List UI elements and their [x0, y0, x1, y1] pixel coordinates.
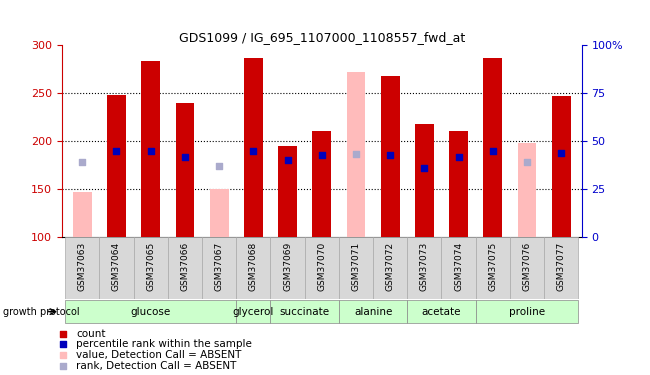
Point — [146, 148, 156, 154]
Bar — [236, 300, 270, 323]
Text: succinate: succinate — [280, 307, 330, 316]
Text: value, Detection Call = ABSENT: value, Detection Call = ABSENT — [76, 350, 242, 360]
Text: GSM37067: GSM37067 — [214, 242, 224, 291]
Bar — [176, 103, 194, 237]
Bar — [373, 237, 408, 299]
Point — [111, 148, 122, 154]
Bar — [484, 58, 502, 237]
Bar — [236, 237, 270, 299]
Text: GSM37074: GSM37074 — [454, 242, 463, 291]
Point — [522, 159, 532, 165]
Bar — [476, 237, 510, 299]
Bar — [65, 237, 99, 299]
Bar — [305, 237, 339, 299]
Bar — [270, 300, 339, 323]
Text: GSM37068: GSM37068 — [249, 242, 258, 291]
Text: GSM37065: GSM37065 — [146, 242, 155, 291]
Text: count: count — [76, 328, 106, 339]
Text: GSM37069: GSM37069 — [283, 242, 292, 291]
Text: GSM37072: GSM37072 — [385, 242, 395, 291]
Point — [385, 152, 395, 158]
Text: alanine: alanine — [354, 307, 392, 316]
Text: percentile rank within the sample: percentile rank within the sample — [76, 339, 252, 349]
Bar — [408, 300, 476, 323]
Bar — [552, 96, 571, 237]
Text: GSM37073: GSM37073 — [420, 242, 429, 291]
Bar — [99, 237, 134, 299]
Bar — [210, 189, 229, 237]
Text: GSM37066: GSM37066 — [181, 242, 189, 291]
Bar — [415, 124, 434, 237]
Text: GSM37071: GSM37071 — [352, 242, 361, 291]
Bar — [107, 95, 126, 237]
Bar — [313, 131, 331, 237]
Bar — [510, 237, 544, 299]
Bar — [73, 192, 92, 237]
Text: GSM37076: GSM37076 — [523, 242, 532, 291]
Bar — [244, 58, 263, 237]
Point — [282, 157, 293, 163]
Bar — [449, 131, 468, 237]
Bar — [134, 237, 168, 299]
Point — [351, 152, 361, 157]
Point — [77, 159, 88, 165]
Point — [454, 154, 464, 160]
Bar — [339, 300, 408, 323]
Point — [419, 165, 430, 171]
Bar — [168, 237, 202, 299]
Bar — [141, 62, 160, 237]
Text: GSM37064: GSM37064 — [112, 242, 121, 291]
Text: proline: proline — [509, 307, 545, 316]
Point — [58, 341, 68, 347]
Title: GDS1099 / IG_695_1107000_1108557_fwd_at: GDS1099 / IG_695_1107000_1108557_fwd_at — [179, 31, 465, 44]
Bar — [202, 237, 236, 299]
Point — [58, 363, 68, 369]
Text: acetate: acetate — [422, 307, 462, 316]
Text: growth protocol: growth protocol — [3, 307, 80, 316]
Point — [488, 148, 498, 154]
Text: rank, Detection Call = ABSENT: rank, Detection Call = ABSENT — [76, 361, 237, 371]
Bar — [408, 237, 441, 299]
Text: glucose: glucose — [131, 307, 171, 316]
Point — [317, 152, 327, 158]
Text: GSM37070: GSM37070 — [317, 242, 326, 291]
Bar — [346, 72, 365, 237]
Bar — [270, 237, 305, 299]
Bar — [381, 76, 400, 237]
Bar — [65, 300, 236, 323]
Bar — [476, 300, 578, 323]
Bar — [544, 237, 578, 299]
Text: GSM37063: GSM37063 — [78, 242, 87, 291]
Point — [214, 163, 224, 169]
Point — [556, 150, 566, 156]
Text: GSM37077: GSM37077 — [556, 242, 566, 291]
Point — [58, 352, 68, 358]
Text: glycerol: glycerol — [233, 307, 274, 316]
Bar — [441, 237, 476, 299]
Bar — [278, 146, 297, 237]
Bar — [339, 237, 373, 299]
Bar — [517, 143, 536, 237]
Text: GSM37075: GSM37075 — [488, 242, 497, 291]
Point — [248, 148, 259, 154]
Point — [58, 330, 68, 336]
Point — [179, 154, 190, 160]
